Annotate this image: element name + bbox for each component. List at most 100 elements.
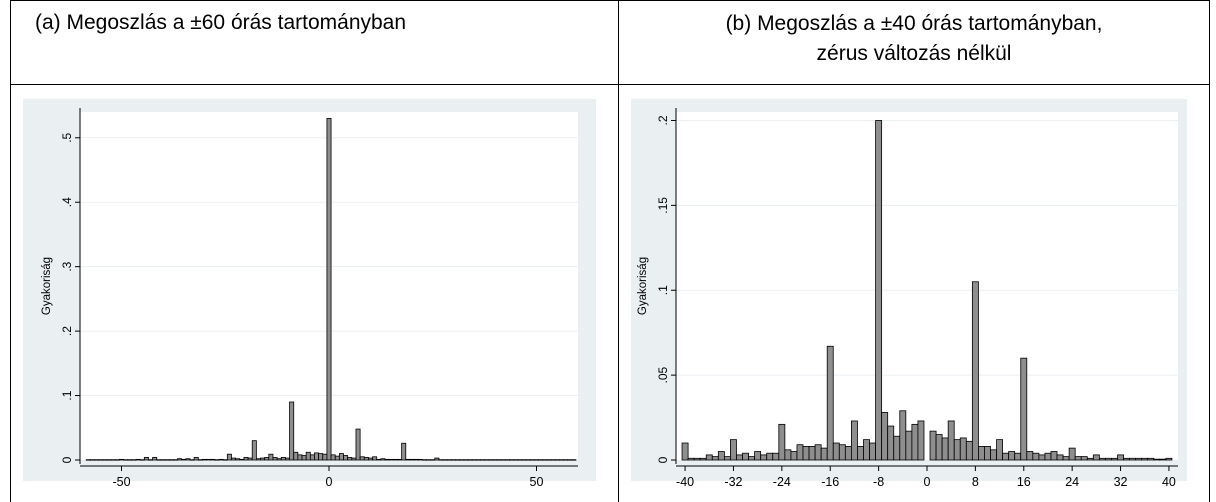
y-tick-label: .4 bbox=[60, 197, 74, 207]
bar bbox=[331, 455, 335, 460]
plot-region bbox=[676, 112, 1178, 460]
bar bbox=[551, 460, 555, 461]
bar bbox=[99, 460, 103, 461]
bar bbox=[749, 457, 755, 460]
y-tick-label: .1 bbox=[656, 285, 670, 295]
x-tick-label: 8 bbox=[972, 475, 979, 489]
x-tick-label: 40 bbox=[1162, 475, 1176, 489]
bar bbox=[966, 441, 972, 460]
x-tick-label: -24 bbox=[773, 475, 791, 489]
bar bbox=[1130, 458, 1136, 460]
bar bbox=[779, 424, 785, 460]
bar bbox=[393, 459, 397, 460]
bar bbox=[773, 453, 779, 460]
y-tick-label: .1 bbox=[60, 390, 74, 400]
bar bbox=[194, 457, 198, 460]
bar bbox=[480, 460, 484, 461]
x-tick-label: -50 bbox=[112, 475, 130, 489]
bar bbox=[888, 426, 894, 460]
bar bbox=[406, 459, 410, 460]
bar bbox=[900, 411, 906, 460]
bar bbox=[298, 455, 302, 460]
bar bbox=[377, 459, 381, 460]
bar bbox=[572, 460, 576, 461]
bar bbox=[894, 436, 900, 460]
bar bbox=[694, 458, 700, 460]
bar bbox=[422, 460, 426, 461]
bar bbox=[730, 440, 736, 460]
panel-b-title-line1: (b) Megoszlás a ±40 órás tartományban, bbox=[619, 9, 1209, 39]
bar bbox=[718, 452, 724, 460]
bar bbox=[688, 458, 694, 460]
bar bbox=[682, 443, 688, 460]
bar bbox=[153, 457, 157, 460]
bar bbox=[522, 460, 526, 461]
bar bbox=[385, 459, 389, 460]
bar bbox=[165, 460, 169, 461]
bar bbox=[1039, 455, 1045, 460]
bar bbox=[364, 457, 368, 460]
bar bbox=[712, 457, 718, 460]
y-tick-label: 0 bbox=[60, 456, 74, 463]
bar bbox=[447, 460, 451, 461]
bar bbox=[809, 446, 815, 460]
bar bbox=[265, 457, 269, 460]
bar bbox=[397, 459, 401, 460]
bar bbox=[115, 460, 119, 461]
x-tick-label: -40 bbox=[676, 475, 694, 489]
y-axis-label: Gyakoriság bbox=[41, 257, 53, 315]
bar bbox=[261, 458, 265, 460]
bar bbox=[539, 460, 543, 461]
layout-table: (a) Megoszlás a ±60 órás tartományban (b… bbox=[10, 0, 1210, 502]
x-tick-label: 0 bbox=[924, 475, 931, 489]
bar bbox=[510, 460, 514, 461]
bar bbox=[700, 458, 706, 460]
bar bbox=[839, 445, 845, 460]
bar bbox=[468, 460, 472, 461]
bar bbox=[248, 458, 252, 460]
bar bbox=[1015, 453, 1021, 460]
bar bbox=[460, 460, 464, 461]
x-tick-label: 50 bbox=[530, 475, 544, 489]
bar bbox=[489, 460, 493, 461]
bar bbox=[256, 459, 260, 460]
bar bbox=[797, 445, 803, 460]
bar bbox=[1063, 457, 1069, 460]
bar bbox=[464, 460, 468, 461]
bar bbox=[942, 438, 948, 460]
bar bbox=[1045, 453, 1051, 460]
bar bbox=[1009, 452, 1015, 460]
bar bbox=[960, 438, 966, 460]
bar bbox=[984, 446, 990, 460]
bar bbox=[472, 460, 476, 461]
bar bbox=[1051, 452, 1057, 460]
bar bbox=[882, 412, 888, 460]
bar bbox=[1154, 459, 1160, 460]
bar bbox=[493, 460, 497, 461]
y-axis-label: Gyakoriság bbox=[637, 257, 649, 315]
bar bbox=[505, 460, 509, 461]
bar bbox=[1081, 457, 1087, 460]
bar bbox=[785, 450, 791, 460]
bar bbox=[144, 457, 148, 460]
bar bbox=[451, 460, 455, 461]
bar bbox=[443, 460, 447, 461]
bar bbox=[497, 460, 501, 461]
bar bbox=[845, 446, 851, 460]
bar bbox=[211, 459, 215, 460]
y-tick-label: .3 bbox=[60, 261, 74, 271]
bar bbox=[1003, 453, 1009, 460]
bar bbox=[1021, 358, 1027, 460]
bar bbox=[202, 459, 206, 460]
bar bbox=[767, 453, 773, 460]
bar bbox=[173, 460, 177, 461]
x-tick-label: 24 bbox=[1065, 475, 1079, 489]
bar bbox=[306, 452, 310, 460]
bar bbox=[1057, 455, 1063, 460]
bar bbox=[95, 460, 99, 461]
bar bbox=[310, 455, 314, 460]
panel-a-header: (a) Megoszlás a ±60 órás tartományban bbox=[11, 1, 619, 85]
